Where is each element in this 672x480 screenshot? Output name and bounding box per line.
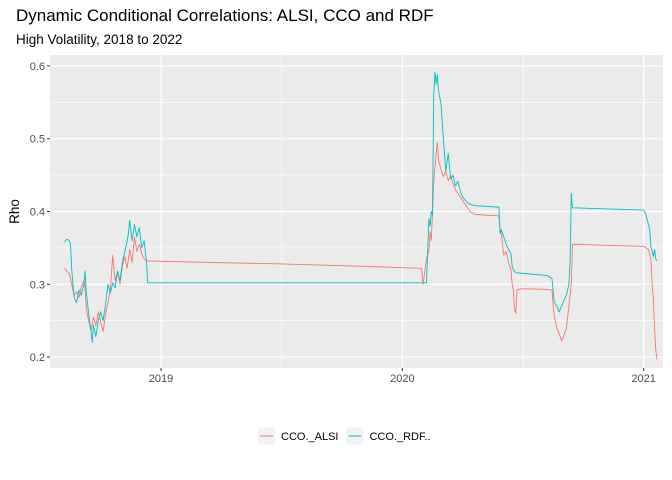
x-tick-label: 2020 <box>390 373 414 385</box>
x-tick-label: 2021 <box>631 373 655 385</box>
major-gridlines <box>50 55 663 368</box>
y-tick-label: 0.3 <box>30 279 45 291</box>
series-line-2 <box>64 71 658 343</box>
legend-label-2: CCO._RDF.. <box>369 431 430 443</box>
chart-title: Dynamic Conditional Correlations: ALSI, … <box>16 6 434 25</box>
axis-layer: 2019 2020 2021 0.2 0.3 0.4 0.5 0.6 <box>30 61 656 385</box>
y-tick-label: 0.5 <box>30 134 45 146</box>
y-tick-label: 0.4 <box>30 207 45 219</box>
series-layer <box>64 71 658 360</box>
series-line-1 <box>64 141 658 360</box>
y-tick-label: 0.2 <box>30 352 45 364</box>
legend: CCO._ALSI CCO._RDF.. <box>258 427 431 445</box>
y-tick-label: 0.6 <box>30 61 45 73</box>
x-tick-label: 2019 <box>149 373 173 385</box>
legend-label-1: CCO._ALSI <box>281 431 338 443</box>
minor-gridlines <box>50 55 663 368</box>
y-axis-title: Rho <box>7 199 22 224</box>
chart-subtitle: High Volatility, 2018 to 2022 <box>16 32 183 47</box>
